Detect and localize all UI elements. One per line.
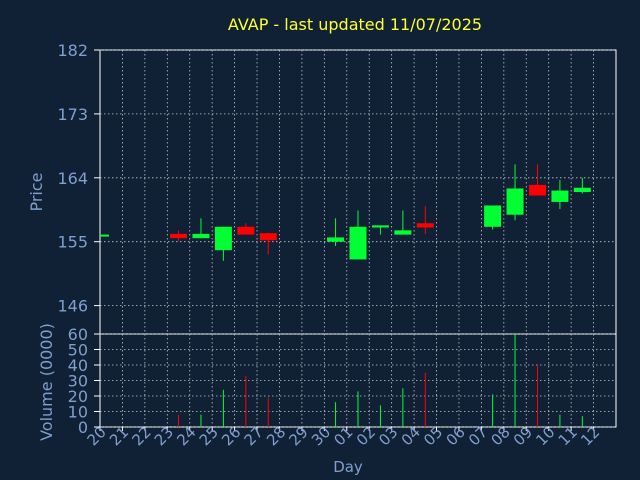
candle-body (484, 205, 502, 227)
volume-tick-label: 60 (68, 325, 88, 344)
volume-tick-label: 20 (68, 387, 88, 406)
candle-body (192, 233, 210, 239)
volume-panel: 0102030405060202122232425262728293001020… (68, 325, 617, 449)
chart-title: AVAP - last updated 11/07/2025 (228, 15, 482, 34)
volume-tick-label: 10 (68, 403, 88, 422)
volume-tick-label: 30 (68, 372, 88, 391)
candle-body (551, 190, 569, 202)
candle-body (416, 223, 434, 228)
volume-axis-label: Volume (0000) (37, 323, 56, 441)
candle-body (327, 237, 345, 242)
x-axis-label: Day (333, 458, 363, 476)
candle-body (394, 230, 412, 235)
price-tick-label: 182 (57, 41, 88, 60)
candle-body (528, 184, 546, 196)
volume-tick-label: 40 (68, 356, 88, 375)
candle-body (214, 226, 232, 251)
price-tick-label: 155 (57, 233, 88, 252)
candle-body (506, 188, 524, 215)
price-axis-label: Price (27, 172, 46, 211)
candle-body (349, 226, 367, 260)
candle-body (259, 233, 277, 241)
price-tick-label: 146 (57, 297, 88, 316)
volume-tick-label: 50 (68, 341, 88, 360)
candle-body (170, 233, 188, 239)
volume-tick-label: 0 (78, 418, 88, 437)
price-tick-label: 164 (57, 169, 88, 188)
candle-body (371, 225, 389, 228)
price-panel: 146 155 164 173 182 (57, 41, 617, 335)
candle-body (237, 226, 255, 235)
candle-body (100, 234, 109, 237)
price-tick-label: 173 (57, 105, 88, 124)
candle-body (573, 187, 591, 192)
